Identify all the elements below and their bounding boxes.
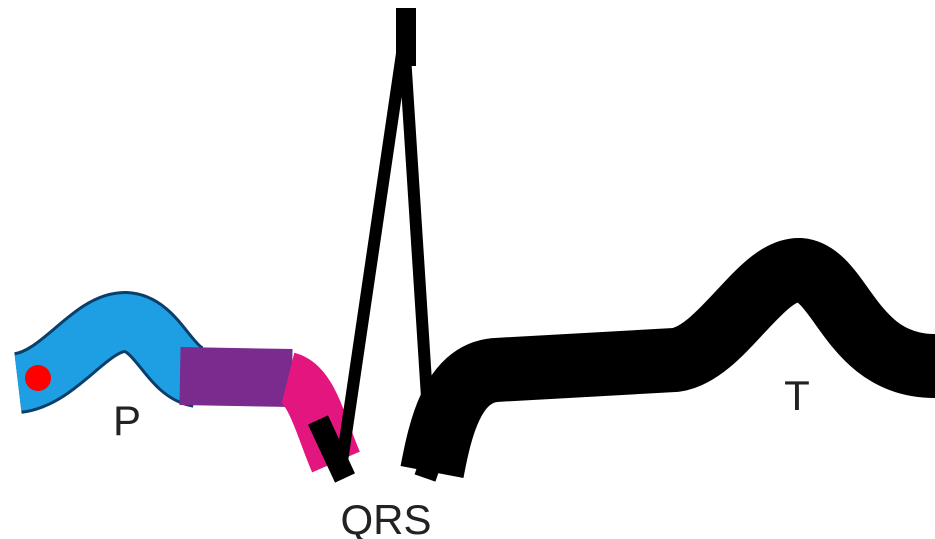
ecg-diagram: P QRS T	[0, 0, 935, 539]
p-wave-purple	[180, 376, 292, 378]
p-label: P	[113, 397, 141, 444]
r-peak	[396, 8, 416, 66]
t-label: T	[784, 372, 810, 419]
marker-dot	[25, 365, 51, 391]
page: P QRS T (() => { const data = JSON.parse…	[0, 0, 935, 539]
qrs-label: QRS	[340, 496, 431, 539]
